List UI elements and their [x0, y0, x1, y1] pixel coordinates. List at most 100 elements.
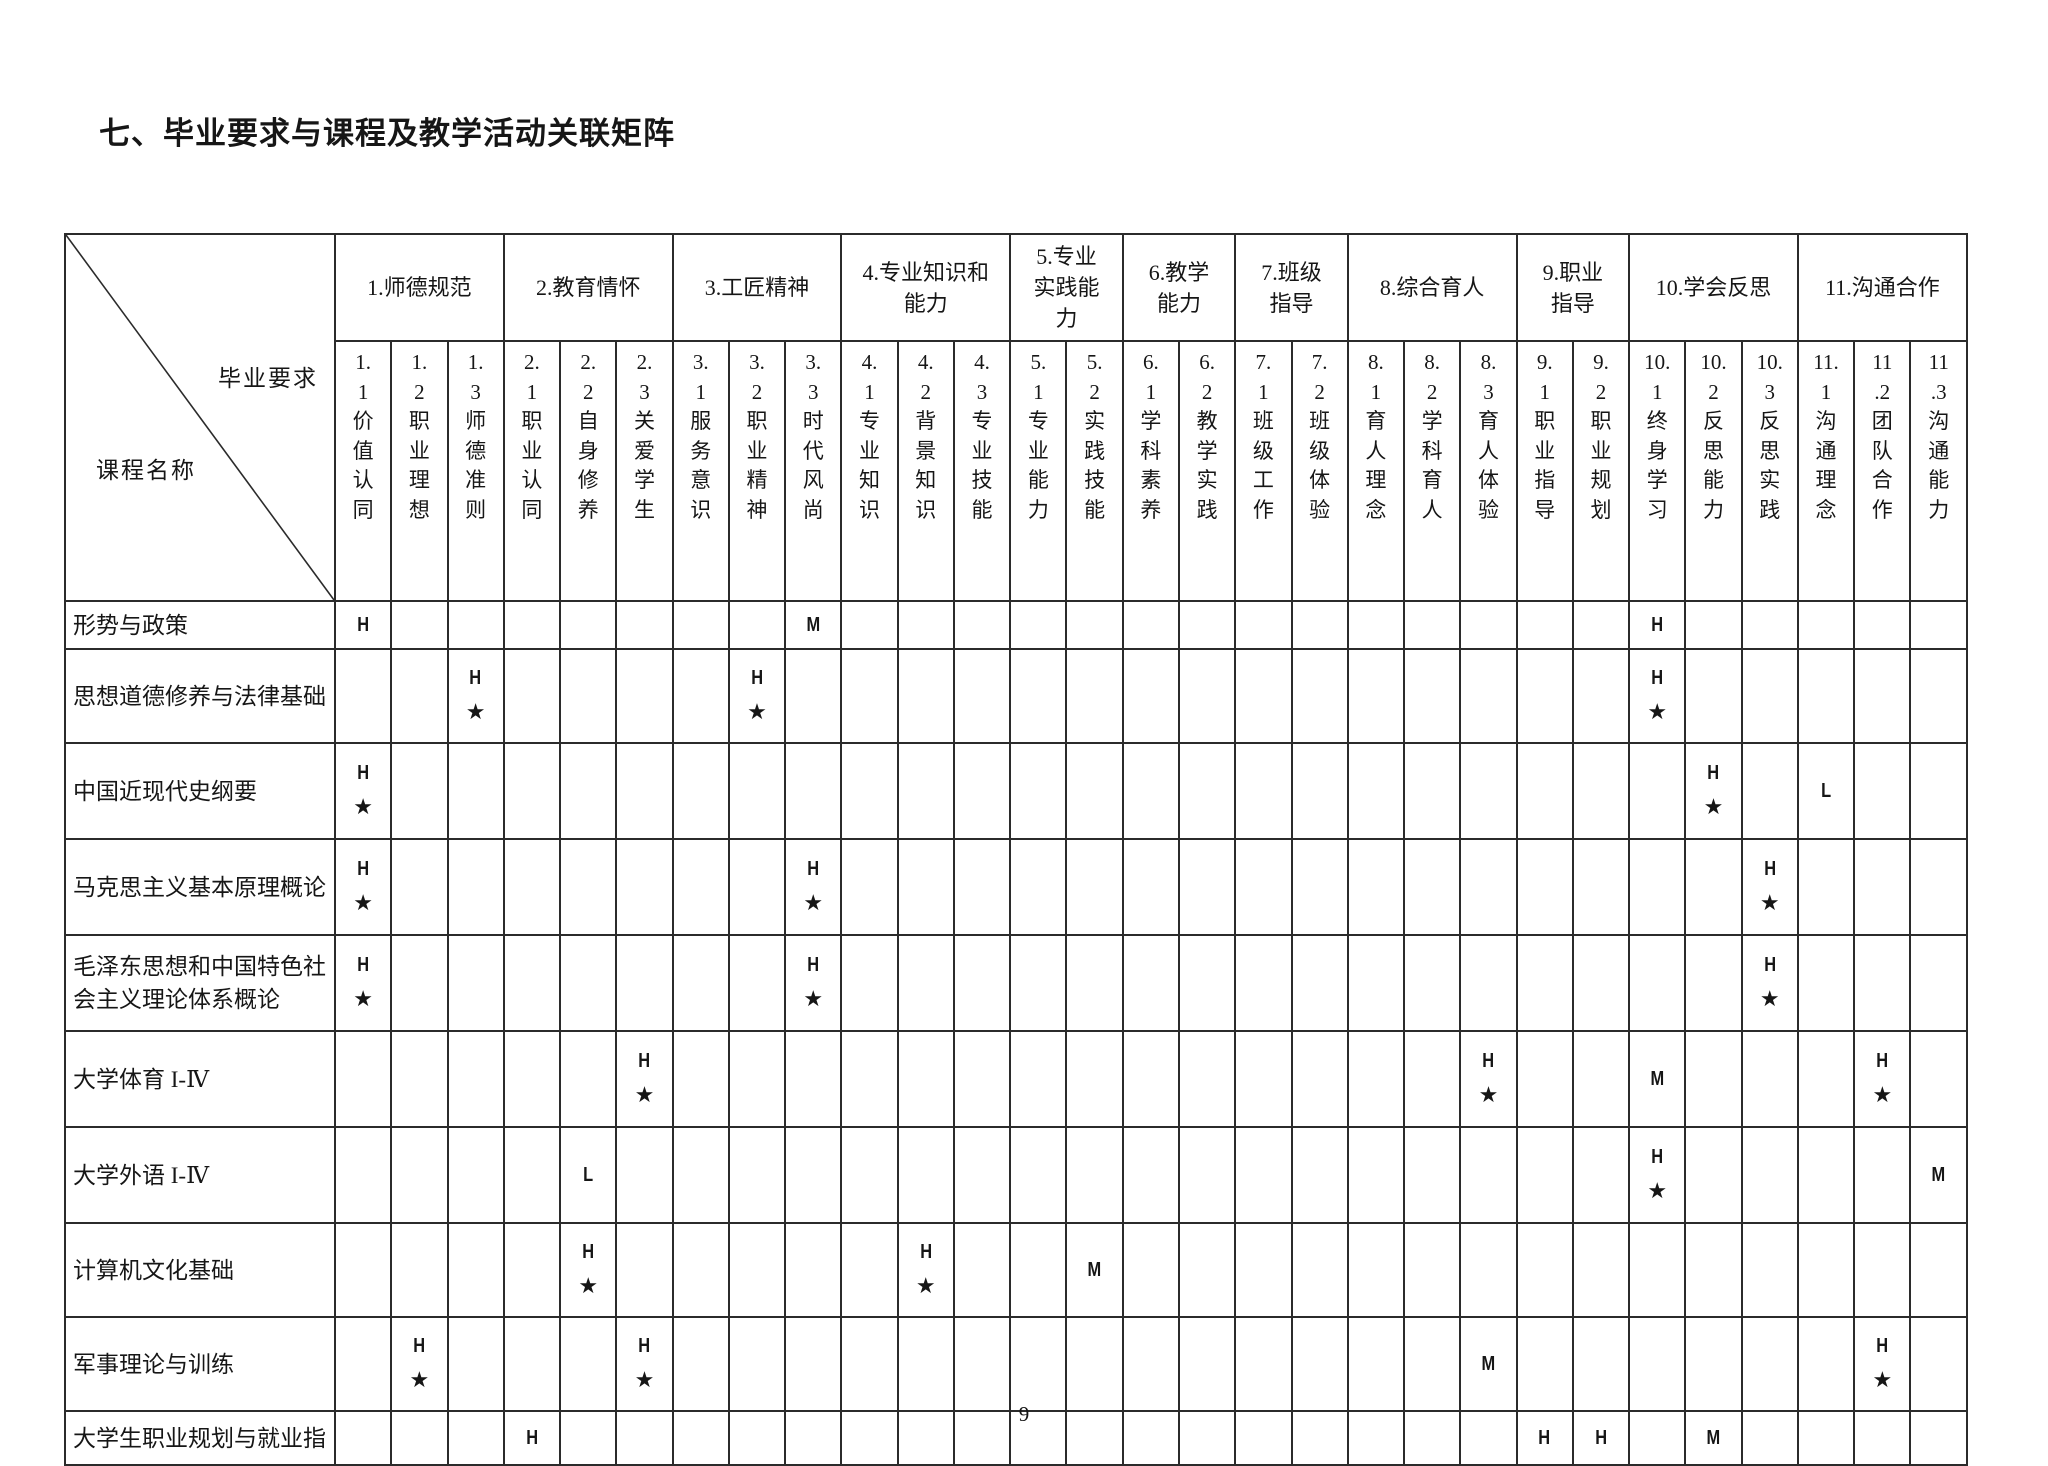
mark-letter: M: [806, 614, 821, 636]
mark-letter: H: [751, 667, 763, 689]
matrix-cell-10.1: H: [1628, 600, 1687, 650]
sub-header-2.1: 2. 1 职 业 认 同: [502, 340, 562, 602]
matrix-cell-3.3: [784, 1316, 843, 1412]
matrix-cell-7.2: [1290, 934, 1349, 1032]
mark-letter: H: [638, 1335, 651, 1357]
matrix-cell-2.3: [615, 934, 674, 1032]
sub-header-8.2: 8. 2 学 科 育 人: [1403, 340, 1462, 602]
mark-stack: H ★: [337, 954, 389, 1011]
matrix-cell-5.1: [1009, 742, 1068, 840]
sub-header-3.3: 3. 3 时 代 风 尚: [784, 340, 843, 602]
mark-stack: H: [1631, 614, 1683, 636]
table-row: 中国近现代史纲要 H ★ H ★ L: [64, 742, 1968, 840]
category-header-9: 9.职业 指导: [1515, 233, 1631, 342]
mark-stack: H ★: [787, 955, 839, 1012]
mark-letter: H: [1651, 614, 1664, 636]
matrix-cell-10.2: [1684, 1222, 1743, 1318]
matrix-cell-3.1: [671, 1030, 730, 1128]
matrix-cell-3.1: [671, 648, 730, 744]
matrix-cell-4.2: [896, 600, 955, 650]
matrix-cell-3.1: [671, 1316, 730, 1412]
matrix-container: 毕业要求 课程名称 1.师德规范 2.教育情怀 3.工匠精神 4.专业知识和 能力 5.专业…: [64, 233, 1969, 1466]
course-name-cell: 大学外语 I-Ⅳ: [64, 1126, 336, 1224]
matrix-cell-4.3: [952, 934, 1012, 1032]
matrix-cell-10.3: [1740, 1030, 1799, 1128]
matrix-cell-7.2: [1290, 1222, 1349, 1318]
matrix-cell-11.2: H ★: [1853, 1316, 1912, 1412]
matrix-cell-1.1: H ★: [333, 838, 393, 936]
matrix-cell-2.3: [615, 1222, 674, 1318]
mark-stack: H: [1519, 1428, 1571, 1448]
matrix-cell-4.1: [840, 742, 899, 840]
matrix-cell-11.1: [1796, 838, 1856, 936]
matrix-cell-1.2: [390, 742, 449, 840]
matrix-cell-2.2: L: [559, 1126, 618, 1224]
matrix-cell-5.2: [1065, 1030, 1124, 1128]
matrix-cell-3.2: [727, 1126, 787, 1224]
star-icon: ★: [578, 1274, 599, 1299]
matrix-cell-4.2: [896, 1030, 955, 1128]
sub-header-1.3: 1. 3 师 德 准 则: [446, 340, 505, 602]
matrix-cell-5.2: [1065, 600, 1124, 650]
category-header-4: 4.专业知识和 能力: [840, 233, 1012, 342]
matrix-cell-8.2: [1403, 742, 1462, 840]
matrix-cell-11.3: [1909, 838, 1968, 936]
category-header-6: 6.教学 能力: [1121, 233, 1237, 342]
matrix-cell-9.1: [1515, 1126, 1574, 1224]
matrix-cell-10.2: H ★: [1684, 742, 1743, 840]
matrix-cell-10.2: [1684, 648, 1743, 744]
mark-letter: H: [1876, 1335, 1889, 1357]
matrix-cell-8.2: [1403, 1126, 1462, 1224]
matrix-cell-9.2: [1571, 838, 1631, 936]
matrix-cell-8.1: [1346, 1316, 1406, 1412]
matrix-cell-3.2: [727, 600, 787, 650]
matrix-cell-11.2: H ★: [1853, 1030, 1912, 1128]
matrix-cell-11.3: [1909, 742, 1968, 840]
matrix-cell-4.2: [896, 838, 955, 936]
matrix-cell-3.1: [671, 934, 730, 1032]
matrix-cell-2.2: [559, 1030, 618, 1128]
matrix-cell-9.2: [1571, 600, 1631, 650]
matrix-cell-11.2: [1853, 934, 1912, 1032]
matrix-cell-5.1: [1009, 648, 1068, 744]
matrix-cell-9.2: [1571, 742, 1631, 840]
matrix-cell-1.1: [333, 1316, 393, 1412]
matrix-cell-2.2: [559, 742, 618, 840]
sub-header-11.3: 11 .3 沟 通 能 力: [1909, 340, 1968, 602]
matrix-cell-1.1: H ★: [333, 934, 393, 1032]
matrix-cell-11.3: [1909, 600, 1968, 650]
star-icon: ★: [1647, 1179, 1668, 1204]
matrix-cell-7.1: [1234, 1030, 1293, 1128]
matrix-cell-7.1: [1234, 648, 1293, 744]
table-row: 计算机文化基础 H ★ H ★ M: [64, 1222, 1968, 1318]
matrix-cell-10.2: [1684, 1316, 1743, 1412]
star-icon: ★: [1759, 987, 1780, 1012]
matrix-cell-8.3: M: [1459, 1316, 1518, 1412]
star-icon: ★: [803, 987, 824, 1012]
matrix-cell-4.2: [896, 1316, 955, 1412]
mark-stack: H ★: [1631, 668, 1683, 724]
matrix-cell-11.3: [1909, 934, 1968, 1032]
matrix-cell-10.1: [1628, 1316, 1687, 1412]
matrix-cell-11.3: [1909, 648, 1968, 744]
star-icon: ★: [634, 1083, 655, 1108]
matrix-cell-10.1: H ★: [1628, 1126, 1687, 1224]
matrix-cell-4.3: [952, 1126, 1012, 1224]
matrix-cell-3.2: [727, 934, 787, 1032]
matrix-cell-4.2: [896, 742, 955, 840]
mark-letter: H: [357, 954, 370, 976]
course-name-cell: 大学体育 I-Ⅳ: [64, 1030, 336, 1128]
matrix-cell-3.3: [784, 648, 843, 744]
star-icon: ★: [803, 891, 824, 916]
mark-letter: H: [469, 667, 482, 689]
matrix-cell-10.1: H ★: [1628, 648, 1687, 744]
matrix-cell-2.1: [502, 648, 562, 744]
matrix-cell-5.2: M: [1065, 1222, 1124, 1318]
matrix-cell-11.1: L: [1796, 742, 1856, 840]
matrix-cell-1.2: [390, 600, 449, 650]
matrix-cell-7.2: [1290, 648, 1349, 744]
matrix-cell-2.3: H ★: [615, 1030, 674, 1128]
matrix-cell-9.1: [1515, 648, 1574, 744]
matrix-cell-7.1: [1234, 742, 1293, 840]
matrix-cell-8.2: [1403, 648, 1462, 744]
